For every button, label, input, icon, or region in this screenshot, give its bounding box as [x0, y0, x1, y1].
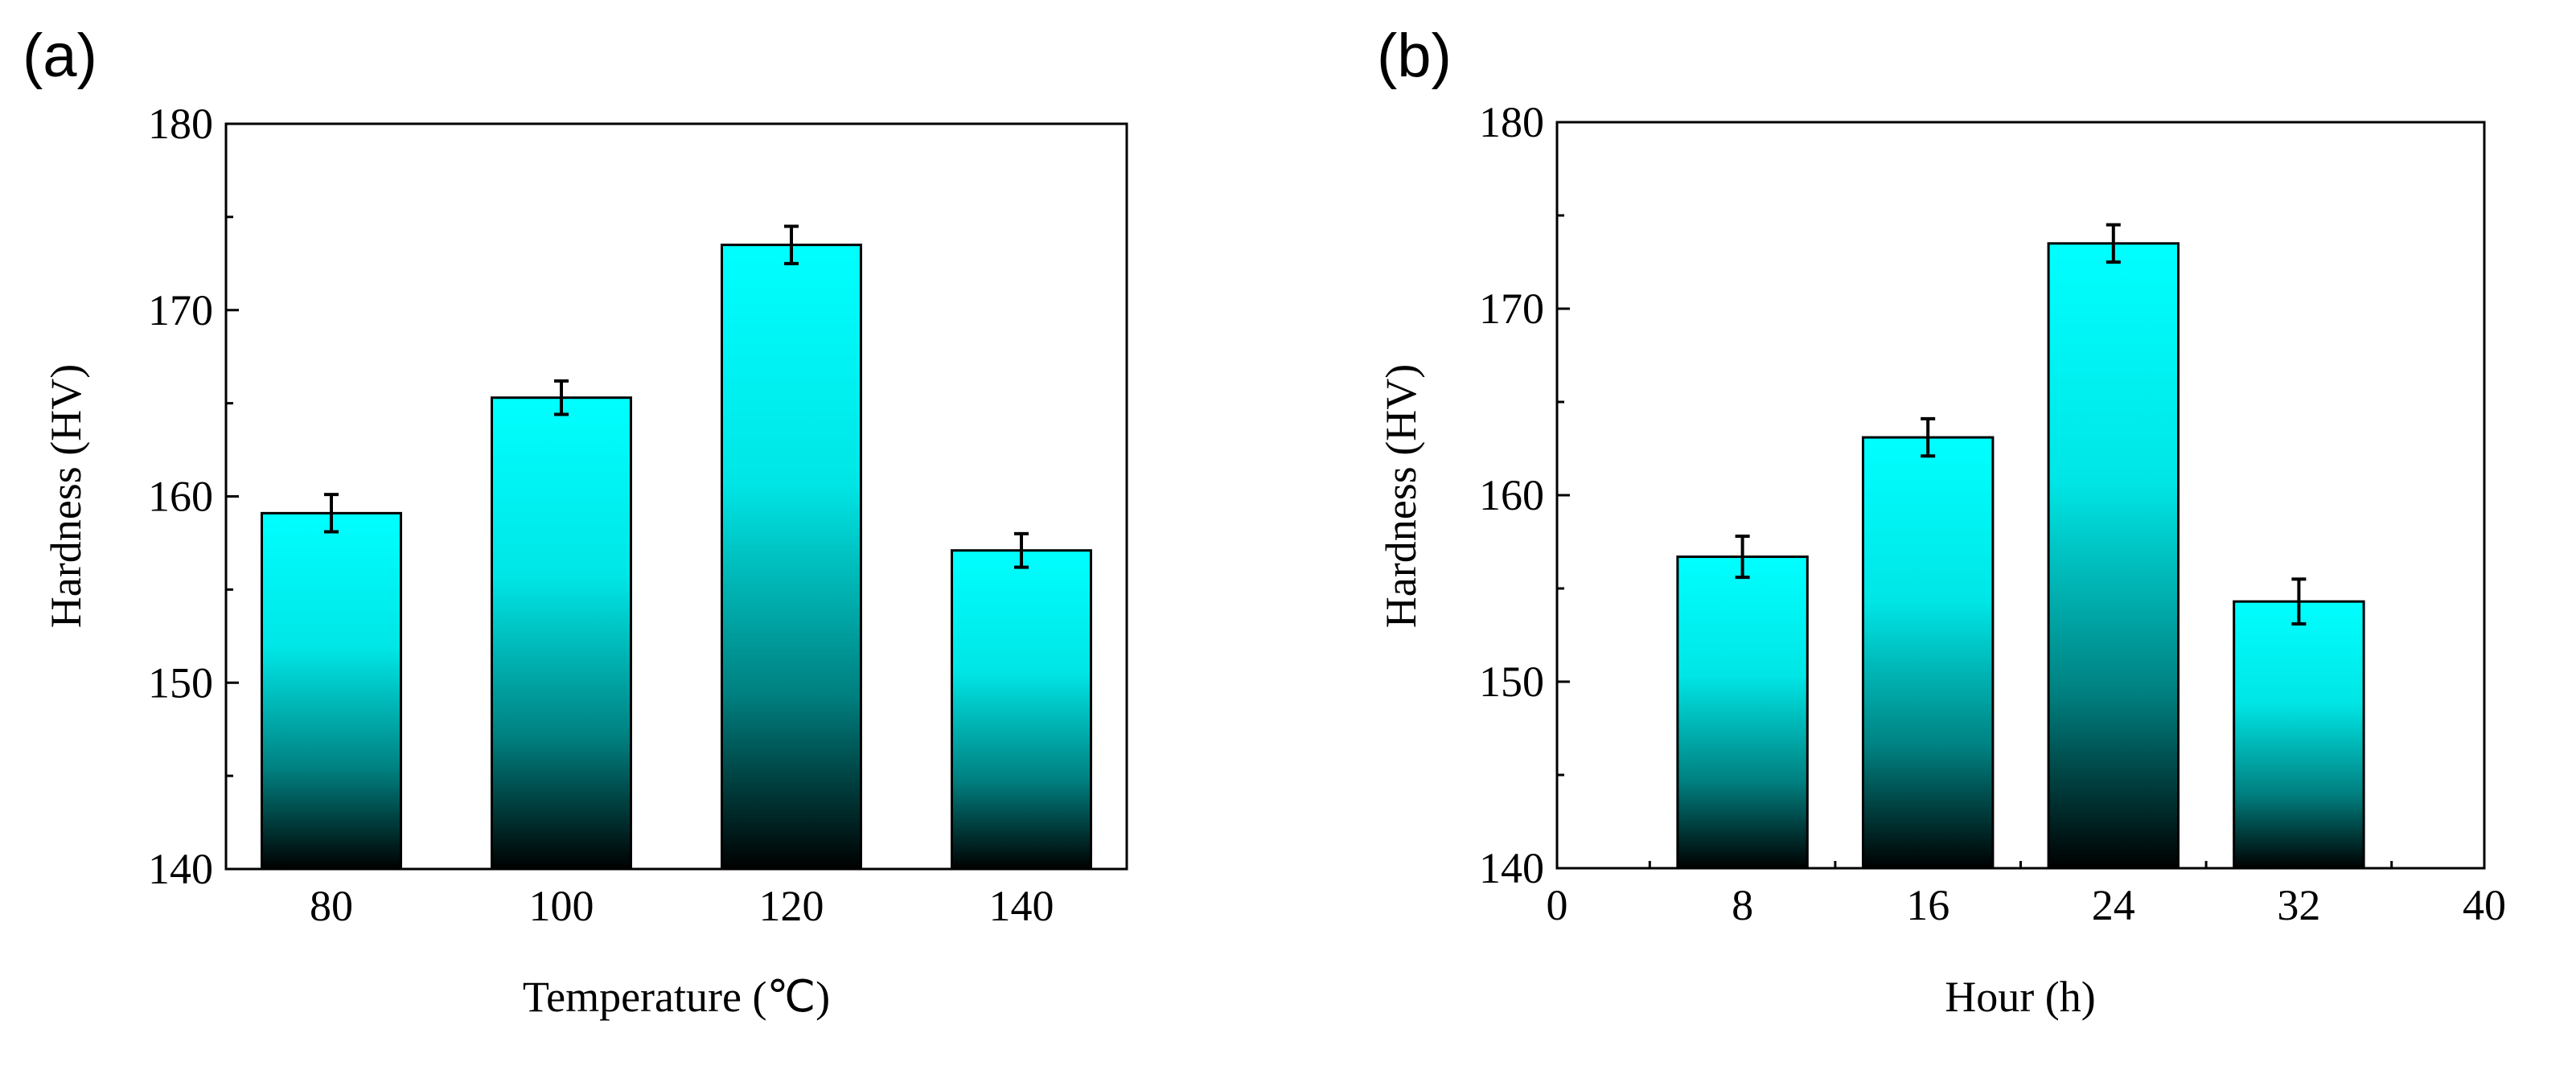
bars-b	[1676, 223, 2365, 870]
x-tick-label: 0	[1547, 881, 1568, 929]
bar	[1861, 436, 1995, 870]
error-bar	[784, 224, 799, 265]
y-tick-label: 180	[1479, 98, 1544, 146]
bars-a	[261, 224, 1092, 871]
bar	[1676, 555, 1809, 870]
x-tick-label: 8	[1732, 881, 1753, 929]
x-tick-labels-b: 0 8 16 24 32 40	[1547, 881, 2507, 929]
error-bar	[2106, 223, 2121, 264]
bar	[491, 396, 632, 871]
x-tick-label: 16	[1906, 881, 1949, 929]
y-tick-labels-a: 140 150 160 170 180	[148, 100, 213, 893]
x-tick-label: 40	[2463, 881, 2506, 929]
x-tick-label: 80	[310, 882, 353, 930]
bar	[2233, 600, 2365, 870]
y-tick-label: 170	[148, 286, 213, 334]
y-tick-label: 180	[148, 100, 213, 148]
error-bar	[1014, 531, 1029, 569]
panel-label-b: (b)	[1377, 22, 1452, 90]
y-tick-label: 150	[1479, 658, 1544, 706]
x-axis-title-b: Hour (h)	[1945, 973, 2095, 1021]
bar	[261, 511, 402, 871]
y-axis-title-b: Hardness (HV)	[1377, 364, 1425, 628]
panel-label-a: (a)	[23, 22, 97, 90]
y-tick-label: 140	[1479, 844, 1544, 892]
y-tick-labels-b: 140 150 160 170 180	[1479, 98, 1544, 892]
error-bar	[554, 379, 569, 416]
x-tick-label: 120	[759, 882, 824, 930]
bar	[951, 549, 1092, 871]
error-bar	[2291, 577, 2307, 626]
x-tick-labels-a: 80 100 120 140	[310, 882, 1054, 930]
x-tick-label: 32	[2277, 881, 2320, 929]
y-axis-title-a: Hardness (HV)	[42, 364, 90, 628]
x-axis-title-a: Temperature (℃)	[523, 973, 830, 1021]
x-tick-label: 24	[2092, 881, 2135, 929]
x-tick-label: 140	[989, 882, 1054, 930]
bar	[2047, 242, 2180, 870]
panel-a: (a) 140 150 160 170 180 80 100 120 140 Temperat…	[23, 22, 1128, 1021]
y-tick-label: 140	[148, 845, 213, 893]
y-tick-label: 160	[148, 473, 213, 521]
bar	[721, 244, 862, 871]
error-bar	[1735, 535, 1750, 580]
x-tick-label: 100	[529, 882, 594, 930]
error-bar	[1921, 416, 1936, 458]
error-bar	[324, 493, 339, 534]
y-tick-label: 170	[1479, 285, 1544, 333]
y-tick-label: 160	[1479, 471, 1544, 519]
y-tick-label: 150	[148, 658, 213, 707]
